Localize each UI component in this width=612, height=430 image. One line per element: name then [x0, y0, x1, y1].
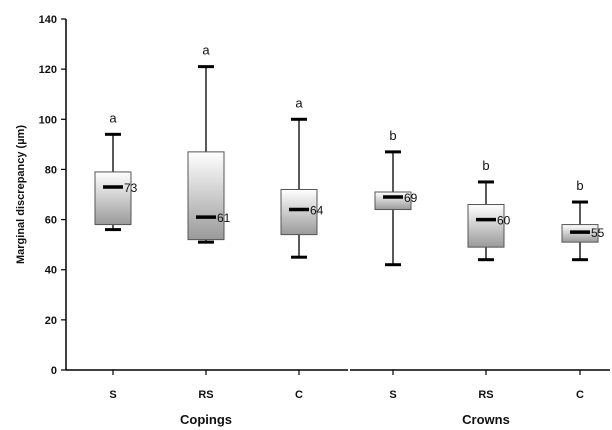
- median-value-label: 60: [497, 214, 511, 228]
- y-tick-label: 40: [45, 265, 57, 277]
- y-axis-title: Marginal discrepancy (µm): [15, 125, 27, 264]
- significance-letter: a: [295, 95, 303, 110]
- labels: 0 20 40 60 80 100 120 140 Marginal discrepancy (…: [15, 14, 605, 427]
- y-tick-label: 80: [45, 164, 57, 176]
- axes: [61, 18, 610, 375]
- y-tick-label: 20: [45, 315, 57, 327]
- x-category-label: RS: [478, 389, 493, 401]
- x-category-label: S: [389, 389, 396, 401]
- y-tick-label: 120: [39, 64, 57, 76]
- median-value-label: 73: [124, 181, 138, 195]
- x-category-label: C: [295, 389, 303, 401]
- median-value-label: 61: [217, 211, 231, 225]
- box-iqr: [187, 151, 225, 241]
- x-category-label: S: [109, 389, 116, 401]
- x-group-label: Copings: [180, 412, 232, 427]
- significance-letter: b: [482, 158, 489, 173]
- median-value-label: 69: [404, 191, 418, 205]
- significance-letter: a: [109, 110, 117, 125]
- median-value-label: 64: [310, 204, 324, 218]
- median-value-label: 55: [591, 226, 605, 240]
- x-category-label: C: [576, 389, 584, 401]
- significance-letter: b: [576, 178, 583, 193]
- box-iqr: [280, 188, 318, 236]
- x-group-label: Crowns: [462, 412, 510, 427]
- box-iqr: [467, 204, 505, 248]
- y-tick-label: 0: [51, 365, 57, 377]
- significance-letter: a: [202, 43, 210, 58]
- significance-letter: b: [389, 128, 396, 143]
- boxes: [94, 65, 599, 267]
- box-iqr: [94, 171, 132, 226]
- y-tick-label: 60: [45, 215, 57, 227]
- x-category-label: RS: [198, 389, 213, 401]
- y-tick-label: 100: [39, 114, 57, 126]
- y-tick-label: 140: [39, 14, 57, 26]
